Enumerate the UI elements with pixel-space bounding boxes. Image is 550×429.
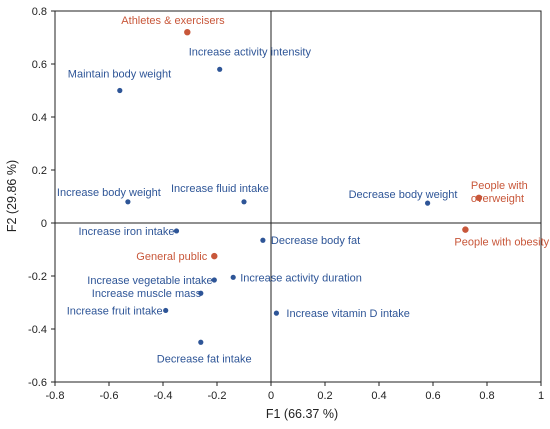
y-tick-label: 0.8 xyxy=(32,6,47,18)
y-axis-title: F2 (29.86 %) xyxy=(5,160,19,232)
label-maintain-body-weight: Maintain body weight xyxy=(68,69,171,81)
label-decrease-body-fat: Decrease body fat xyxy=(271,235,360,247)
y-tick-label: -0.6 xyxy=(28,377,47,389)
point-increase-fruit-intake xyxy=(163,307,169,314)
y-tick-label: 0.4 xyxy=(32,112,47,124)
y-tick-label: -0.2 xyxy=(28,271,47,283)
label-athletes-and-exercisers: Athletes & exercisers xyxy=(121,15,225,27)
x-tick-label: -0.8 xyxy=(46,390,65,402)
axes xyxy=(51,10,542,386)
label-increase-muscle-mass: Increase muscle mass xyxy=(92,288,202,300)
point-increase-vegetable-intake xyxy=(211,277,217,283)
label-people-with-overweight: People with overweight xyxy=(471,180,528,205)
label-increase-fruit-intake: Increase fruit intake xyxy=(67,305,163,317)
x-tick-label: 1 xyxy=(538,390,544,402)
label-increase-activity-duration: Increase activity duration xyxy=(240,272,362,284)
point-increase-iron-intake xyxy=(173,228,180,234)
point-increase-muscle-mass xyxy=(198,290,204,296)
data-points xyxy=(117,29,483,345)
y-tick-label: -0.4 xyxy=(28,324,47,336)
point-people-with-obesity xyxy=(462,226,469,233)
point-decrease-body-weight xyxy=(425,200,431,206)
point-decrease-fat-intake xyxy=(198,339,204,345)
point-increase-activity-duration xyxy=(230,274,236,280)
x-tick-label: -0.4 xyxy=(154,390,173,402)
label-increase-activity-intensity: Increase activity intensity xyxy=(189,46,312,58)
x-tick-label: 0.4 xyxy=(371,390,386,402)
point-decrease-body-fat xyxy=(260,237,266,243)
plot-frame xyxy=(54,10,542,383)
point-labels: Increase activity intensity Maintain body… xyxy=(57,15,550,365)
point-increase-body-weight xyxy=(125,199,131,205)
point-general-public xyxy=(211,252,218,260)
x-tick-label: 0.8 xyxy=(479,390,494,402)
point-maintain-body-weight xyxy=(117,87,123,94)
label-increase-vegetable-intake: Increase vegetable intake xyxy=(87,275,212,287)
label-increase-iron-intake: Increase iron intake xyxy=(79,226,175,238)
y-tick-label: 0 xyxy=(41,218,47,230)
x-axis-title: F1 (66.37 %) xyxy=(266,407,338,421)
x-tick-label: 0 xyxy=(268,390,274,402)
x-tick-label: 0.2 xyxy=(317,390,332,402)
y-tick-label: 0.6 xyxy=(32,59,47,71)
label-decrease-body-weight: Decrease body weight xyxy=(349,189,458,201)
label-people-with-obesity: People with obesity xyxy=(454,237,549,249)
point-athletes-and-exercisers xyxy=(184,29,191,36)
label-increase-fluid-intake: Increase fluid intake xyxy=(171,183,269,195)
label-increase-vitamin-d-intake: Increase vitamin D intake xyxy=(286,308,410,320)
x-tick-label: 0.6 xyxy=(425,390,440,402)
point-increase-activity-intensity xyxy=(217,66,223,72)
y-tick-label: 0.2 xyxy=(32,165,47,177)
point-increase-fluid-intake xyxy=(241,199,247,205)
label-increase-body-weight: Increase body weight xyxy=(57,187,161,199)
tick-labels: -0.8 -0.6 -0.4 -0.2 0 0.2 0.4 0.6 0.8 1-0.6-0.4-0… xyxy=(28,6,544,402)
point-people-with-overweight xyxy=(475,194,483,202)
x-tick-label: -0.2 xyxy=(208,390,227,402)
label-general-public: General public xyxy=(136,251,207,263)
label-decrease-fat-intake: Decrease fat intake xyxy=(157,353,252,365)
point-increase-vitamin-d-intake xyxy=(273,310,279,316)
x-tick-label: -0.6 xyxy=(100,390,119,402)
